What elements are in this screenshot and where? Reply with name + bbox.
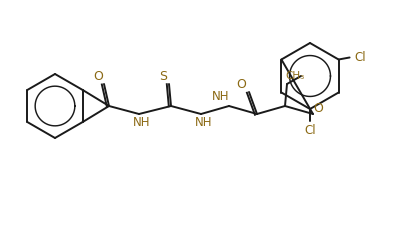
Text: NH: NH	[133, 116, 151, 130]
Text: S: S	[159, 70, 167, 82]
Text: O: O	[313, 103, 323, 116]
Text: Cl: Cl	[355, 51, 367, 64]
Text: Cl: Cl	[304, 124, 316, 137]
Text: CH₃: CH₃	[285, 71, 305, 81]
Text: NH: NH	[212, 89, 230, 103]
Text: O: O	[236, 77, 246, 91]
Text: NH: NH	[195, 116, 213, 130]
Text: O: O	[93, 70, 103, 82]
